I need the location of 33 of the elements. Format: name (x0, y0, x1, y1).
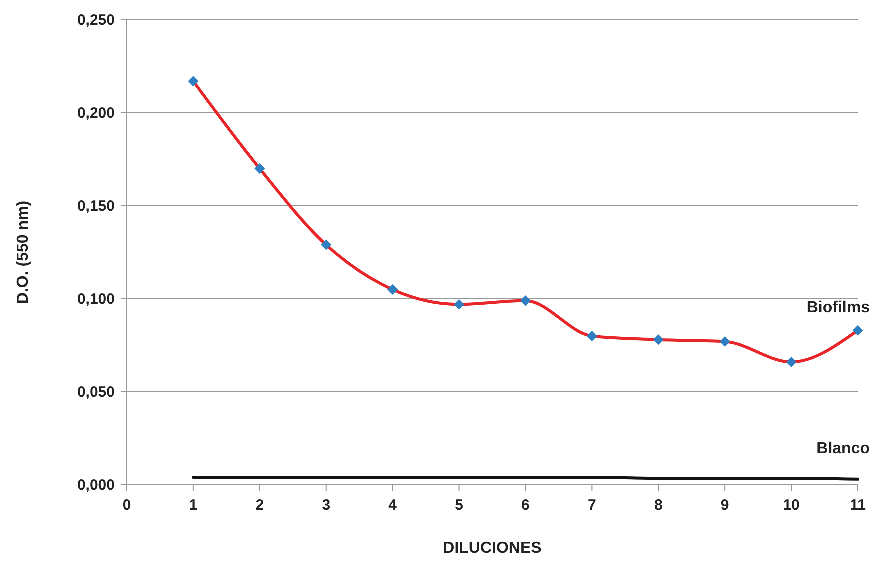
y-tick-label: 0,050 (77, 384, 115, 401)
point (520, 296, 531, 306)
x-tick-label: 2 (256, 497, 264, 514)
point (852, 325, 864, 336)
y-tick-label: 0,150 (77, 198, 115, 215)
x-tick-label: 5 (455, 497, 464, 514)
x-tick-label: 4 (388, 497, 398, 514)
x-tick-label: 11 (850, 497, 866, 514)
point (254, 164, 266, 174)
x-tick-label: 8 (654, 497, 663, 514)
point (720, 336, 730, 348)
y-tick-label: 0,000 (77, 477, 115, 494)
x-tick-label: 6 (522, 497, 530, 514)
y-tick-label: 0,250 (77, 12, 115, 29)
point (653, 334, 664, 346)
x-axis-title: DILUCIONES (443, 540, 542, 557)
x-tick-label: 0 (122, 497, 132, 514)
y-tick-label: 0,100 (77, 291, 115, 308)
point (454, 299, 465, 310)
point (586, 330, 598, 342)
series-label: Blanco (816, 440, 870, 458)
point (786, 357, 797, 368)
point (321, 240, 332, 250)
series-label: Biofilms (806, 300, 870, 317)
y-tick-label: 0,200 (77, 105, 115, 122)
y-axis-title: D.O. (550 nm) (15, 200, 32, 304)
x-tick-label: 10 (783, 497, 800, 514)
point (188, 76, 199, 87)
x-tick-label: 1 (189, 497, 198, 514)
x-tick-label: 7 (588, 497, 596, 514)
x-tick-label: 9 (720, 497, 730, 514)
point (388, 284, 398, 295)
x-tick-label: 3 (322, 497, 331, 514)
